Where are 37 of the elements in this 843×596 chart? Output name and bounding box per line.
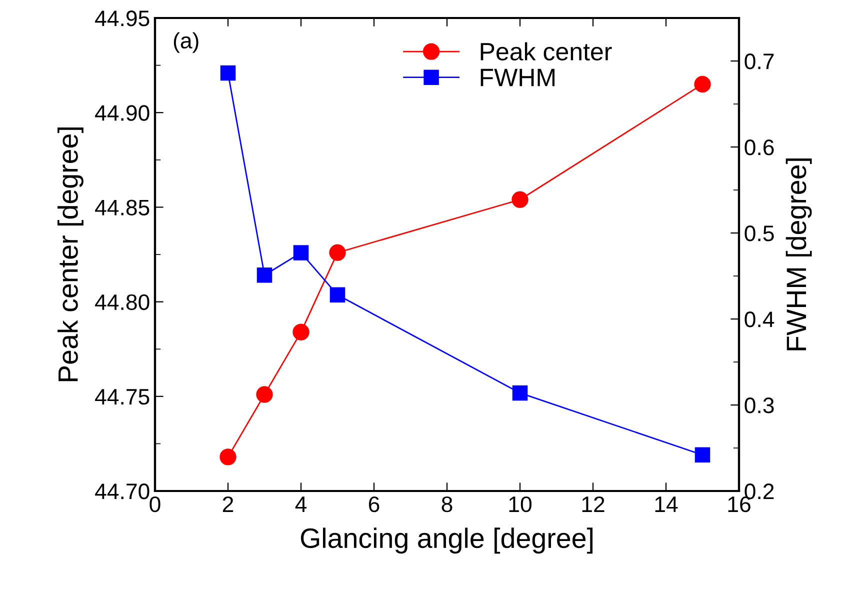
point bbox=[329, 244, 346, 261]
point bbox=[256, 268, 272, 283]
x-tick-label: 14 bbox=[655, 496, 678, 512]
x-tick-label: 4 bbox=[295, 496, 307, 512]
point bbox=[512, 191, 528, 208]
y-tick-label: 44.80 bbox=[95, 294, 150, 310]
point bbox=[292, 324, 310, 340]
point bbox=[694, 76, 711, 93]
point bbox=[293, 245, 309, 260]
x-tick-label: 6 bbox=[368, 496, 380, 512]
point bbox=[694, 447, 710, 463]
point bbox=[220, 448, 236, 466]
x-tick-label: 12 bbox=[582, 496, 604, 512]
x-tick-label: 10 bbox=[509, 496, 532, 512]
legend-label: FWHM bbox=[480, 68, 554, 86]
legend-label: Peak center bbox=[480, 42, 612, 61]
y2-tick-label: 0.7 bbox=[744, 54, 774, 70]
y-tick-label: 44.90 bbox=[95, 105, 150, 121]
point bbox=[220, 65, 236, 81]
y-tick-label: 44.95 bbox=[95, 10, 150, 26]
y2-tick-label: 0.4 bbox=[744, 312, 774, 328]
y2-axis-title: FWHM [degree] bbox=[786, 158, 812, 350]
y2-tick-label: 0.5 bbox=[744, 226, 774, 242]
x-axis-title: Glancing angle [degree] bbox=[300, 528, 593, 554]
y-axis-title: Peak center [degree] bbox=[58, 128, 84, 382]
point bbox=[330, 287, 346, 303]
y-tick-label: 44.70 bbox=[95, 484, 150, 500]
y2-tick-label: 0.6 bbox=[744, 140, 774, 156]
point bbox=[256, 386, 273, 403]
x-tick-label: 8 bbox=[442, 496, 452, 512]
y-tick-label: 44.85 bbox=[95, 200, 150, 216]
x-tick-label: 0 bbox=[150, 496, 160, 512]
x-tick-label: 2 bbox=[222, 496, 234, 512]
y2-tick-label: 0.3 bbox=[744, 398, 774, 414]
annotation: (a) bbox=[174, 32, 198, 53]
y-tick-label: 44.75 bbox=[95, 389, 150, 405]
point bbox=[512, 385, 528, 401]
